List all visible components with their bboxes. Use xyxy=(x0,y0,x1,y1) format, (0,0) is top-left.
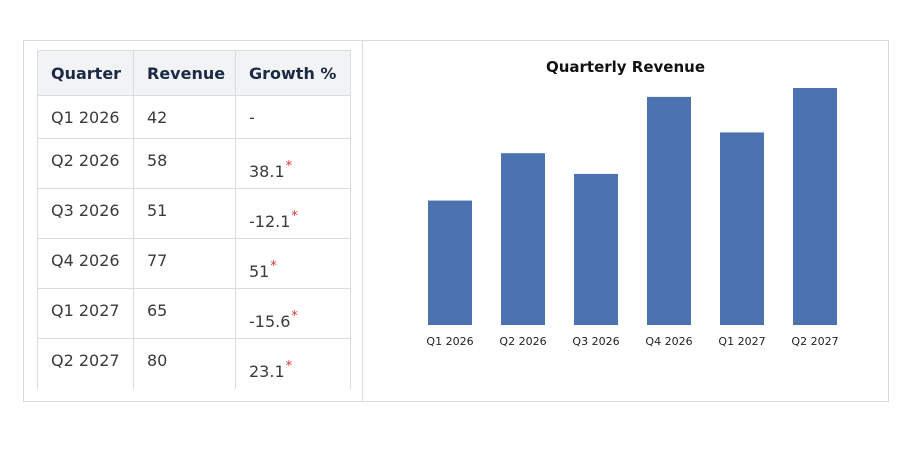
content-frame: Quarter Revenue Growth % Q1 2026 42- Q2 20… xyxy=(23,40,889,402)
x-tick-label: Q2 2026 xyxy=(499,335,546,348)
cell-growth: 51* xyxy=(235,238,351,289)
marker-asterisk: * xyxy=(285,359,293,374)
marker-asterisk: * xyxy=(270,259,277,274)
growth-value: - xyxy=(249,108,255,127)
cell-revenue: 65 xyxy=(133,288,236,339)
cell-growth: -15.6* xyxy=(235,288,351,339)
table-row: Q4 2026 77 51* xyxy=(37,238,351,289)
x-tick-label: Q3 2026 xyxy=(572,335,619,348)
header-growth: Growth % xyxy=(235,50,351,96)
cell-revenue: 42 xyxy=(133,95,236,139)
table-row: Q3 2026 51 -12.1* xyxy=(37,188,351,239)
x-tick-label: Q4 2026 xyxy=(645,335,692,348)
cell-quarter: Q1 2026 xyxy=(37,95,134,139)
bar-q4-2026 xyxy=(647,96,691,325)
cell-quarter: Q2 2027 xyxy=(37,338,134,389)
cell-quarter: Q2 2026 xyxy=(37,138,134,189)
revenue-table: Quarter Revenue Growth % Q1 2026 42- Q2 20… xyxy=(37,50,351,389)
table-row: Q2 2026 58 38.1* xyxy=(37,138,351,189)
marker-asterisk: * xyxy=(285,159,293,174)
chart-title: Quarterly Revenue xyxy=(545,58,706,76)
marker-asterisk: * xyxy=(291,309,298,324)
table-body: Q1 2026 42- Q2 2026 58 38.1* Q3 2026 51 -12.1* Q… xyxy=(37,95,351,389)
cell-growth: - xyxy=(235,95,351,139)
cell-growth: 23.1* xyxy=(235,338,351,389)
bar-q3-2026 xyxy=(574,173,618,325)
header-revenue: Revenue xyxy=(133,50,236,96)
table-header-row: Quarter Revenue Growth % xyxy=(37,50,351,96)
cell-growth: 38.1* xyxy=(235,138,351,189)
growth-value: -15.6 xyxy=(249,312,291,331)
bar-q2-2027 xyxy=(793,88,837,325)
x-tick-label: Q2 2027 xyxy=(791,335,838,348)
cell-quarter: Q4 2026 xyxy=(37,238,134,289)
cell-revenue: 80 xyxy=(133,338,236,389)
cell-revenue: 77 xyxy=(133,238,236,289)
cell-growth: -12.1* xyxy=(235,188,351,239)
table-row: Q2 2027 80 23.1* xyxy=(37,338,351,389)
table-row: Q1 2026 42- xyxy=(37,95,351,139)
header-quarter: Quarter xyxy=(37,50,134,96)
bar-q2-2026 xyxy=(501,153,545,325)
growth-value: 51 xyxy=(249,262,270,281)
bar-chart: Q1 2026 Q2 2026 Q3 2026 Q4 2026 Q1 2027 Q2 20… xyxy=(426,88,839,348)
panel-divider xyxy=(362,41,363,401)
growth-value: -12.1 xyxy=(249,212,291,231)
growth-value: 38.1 xyxy=(249,162,285,181)
x-tick-label: Q1 2026 xyxy=(426,335,473,348)
cell-revenue: 51 xyxy=(133,188,236,239)
chart-panel: Quarterly Revenue Q1 2026 Q2 2026 Q3 2026 Q… xyxy=(363,41,888,401)
bar-q1-2027 xyxy=(720,132,764,325)
cell-quarter: Q1 2027 xyxy=(37,288,134,339)
table-row: Q1 2027 65 -15.6* xyxy=(37,288,351,339)
growth-value: 23.1 xyxy=(249,362,285,381)
marker-asterisk: * xyxy=(291,209,298,224)
x-tick-label: Q1 2027 xyxy=(718,335,765,348)
cell-revenue: 58 xyxy=(133,138,236,189)
cell-quarter: Q3 2026 xyxy=(37,188,134,239)
bar-q1-2026 xyxy=(428,200,472,325)
revenue-table-panel: Quarter Revenue Growth % Q1 2026 42- Q2 20… xyxy=(37,50,351,389)
